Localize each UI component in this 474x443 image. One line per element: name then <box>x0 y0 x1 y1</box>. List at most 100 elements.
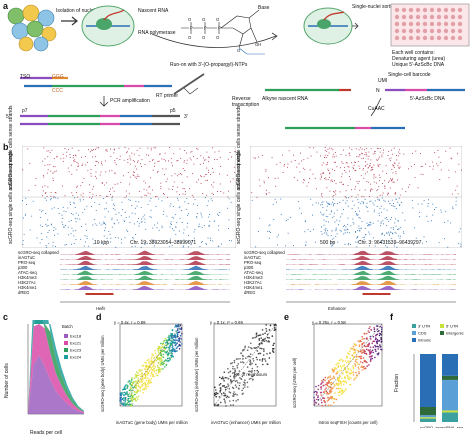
panel-c-letter: c <box>3 312 9 322</box>
read-dot <box>347 217 349 219</box>
scatter-point <box>352 365 354 367</box>
read-dot <box>89 184 90 186</box>
read-dot <box>148 186 150 188</box>
read-dot <box>114 149 115 151</box>
read-dot <box>290 217 292 218</box>
scatter-point <box>363 365 365 368</box>
scatter-point <box>332 397 335 400</box>
read-dot <box>420 153 421 154</box>
read-dot <box>219 183 221 185</box>
scatter-point <box>172 340 174 342</box>
read-dot <box>342 184 344 185</box>
read-dot <box>392 164 394 166</box>
read-dot <box>234 151 236 153</box>
read-dot <box>218 215 219 216</box>
scatter-point <box>326 383 328 385</box>
read-dot <box>207 237 209 239</box>
scatter-point <box>350 369 353 372</box>
read-dot <box>412 152 413 154</box>
well-item-1: Denaturing agent (urea) <box>392 56 446 62</box>
read-dot <box>455 204 457 206</box>
scatter-point <box>241 354 244 357</box>
read-dot <box>173 229 175 231</box>
read-dot <box>135 201 137 202</box>
scatter-point <box>252 360 255 362</box>
read-dot <box>227 158 229 160</box>
read-dot <box>137 160 139 162</box>
scatter-point <box>361 338 364 340</box>
read-dot <box>326 233 328 235</box>
scatter-point <box>368 364 370 366</box>
read-dot <box>422 174 424 175</box>
read-dot <box>64 148 66 149</box>
read-dot <box>52 172 54 174</box>
read-dot <box>105 227 106 229</box>
read-dot <box>88 149 89 151</box>
read-dot <box>431 220 432 222</box>
read-dot <box>309 169 311 171</box>
scatter-point <box>172 346 174 348</box>
read-dot <box>232 178 234 180</box>
read-dot <box>377 189 379 190</box>
read-dot <box>68 149 69 150</box>
read-dot <box>348 197 350 199</box>
scatter-point <box>361 352 363 354</box>
scatter-point <box>227 371 230 374</box>
read-dot <box>70 204 71 205</box>
read-dot <box>227 207 229 209</box>
scatter-point <box>378 334 381 337</box>
read-dot <box>320 155 321 157</box>
scatter-point <box>169 352 171 354</box>
read-dot <box>340 154 342 155</box>
scatter-point <box>224 402 227 404</box>
p7-label: p7 <box>22 108 28 114</box>
read-dot <box>391 168 393 170</box>
histogram-series-0 <box>28 355 84 414</box>
read-dot <box>399 153 401 154</box>
scatter-point <box>250 342 252 345</box>
read-dot <box>188 213 189 215</box>
read-dot <box>71 173 73 175</box>
read-dot <box>203 162 204 164</box>
read-dot <box>76 186 78 188</box>
read-dot <box>141 159 143 161</box>
read-dot <box>325 201 327 203</box>
read-dot <box>92 156 94 158</box>
read-dot <box>127 172 129 173</box>
read-dot <box>110 188 111 190</box>
read-dot <box>188 234 189 236</box>
read-dot <box>328 221 329 223</box>
read-dot <box>165 181 167 182</box>
read-dot <box>324 157 325 159</box>
scatter-point <box>215 391 217 394</box>
read-dot <box>392 181 394 183</box>
read-dot <box>125 217 127 218</box>
scatter-point <box>162 343 164 346</box>
read-dot <box>371 169 373 171</box>
read-dot <box>359 168 361 170</box>
read-dot <box>276 244 278 246</box>
read-dot <box>343 149 344 151</box>
read-dot <box>55 228 57 230</box>
scatter-point <box>371 342 373 345</box>
read-dot <box>337 241 339 243</box>
read-dot <box>393 167 395 168</box>
track-label: dREG <box>244 290 256 295</box>
dreg-bar <box>362 293 391 295</box>
read-dot <box>334 152 336 153</box>
read-dot <box>110 148 111 150</box>
read-dot <box>182 188 184 189</box>
read-dot <box>133 153 135 155</box>
read-dot <box>399 235 401 237</box>
scatter-point <box>333 377 336 379</box>
read-dot <box>44 193 46 194</box>
scatter-point <box>321 404 324 407</box>
read-dot <box>359 230 361 232</box>
read-dot <box>271 157 273 159</box>
read-dot <box>66 151 68 153</box>
scatter-point <box>375 334 377 337</box>
scatter-point <box>139 386 142 389</box>
read-dot <box>390 178 391 180</box>
read-dot <box>393 245 395 247</box>
read-dot <box>376 159 378 161</box>
